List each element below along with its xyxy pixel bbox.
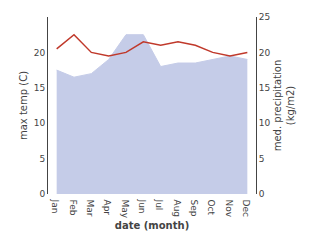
svg-text:max temp (C): max temp (C) xyxy=(18,71,29,140)
svg-text:Nov: Nov xyxy=(224,200,234,218)
svg-text:5: 5 xyxy=(39,154,45,164)
svg-text:25: 25 xyxy=(259,12,270,22)
svg-text:0: 0 xyxy=(259,189,265,199)
svg-text:May: May xyxy=(120,200,130,219)
svg-text:Jun: Jun xyxy=(137,199,147,214)
svg-text:15: 15 xyxy=(34,83,45,93)
svg-text:Apr: Apr xyxy=(102,200,112,216)
svg-text:Oct: Oct xyxy=(206,200,216,216)
svg-text:10: 10 xyxy=(259,118,271,128)
svg-text:Feb: Feb xyxy=(68,200,78,216)
svg-text:med. precipitation(kg/m2): med. precipitation(kg/m2) xyxy=(272,60,296,152)
svg-text:5: 5 xyxy=(259,154,265,164)
svg-text:20: 20 xyxy=(34,48,46,58)
svg-text:15: 15 xyxy=(259,83,270,93)
svg-text:date (month): date (month) xyxy=(115,220,189,231)
svg-text:Jan: Jan xyxy=(50,199,60,214)
svg-text:20: 20 xyxy=(259,48,271,58)
svg-text:Dec: Dec xyxy=(241,200,251,217)
svg-text:10: 10 xyxy=(34,118,46,128)
svg-text:Sep: Sep xyxy=(189,200,199,217)
svg-text:Aug: Aug xyxy=(172,200,182,218)
svg-text:Mar: Mar xyxy=(85,200,95,217)
svg-text:0: 0 xyxy=(39,189,45,199)
svg-text:Jul: Jul xyxy=(154,199,164,211)
